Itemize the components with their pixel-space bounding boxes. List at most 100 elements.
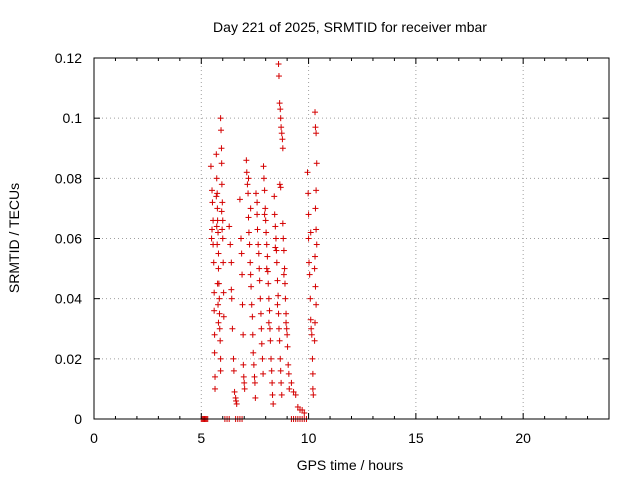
data-point (218, 181, 225, 188)
data-point (271, 193, 278, 200)
data-point (312, 283, 319, 290)
data-point (217, 115, 224, 122)
data-point (226, 223, 233, 230)
data-point (290, 388, 297, 395)
data-point (250, 349, 257, 356)
data-point (277, 184, 284, 191)
data-point (309, 385, 316, 392)
data-point (313, 241, 320, 248)
data-point (240, 373, 247, 380)
data-point (261, 211, 268, 218)
data-point (312, 253, 319, 260)
data-point (212, 385, 219, 392)
data-point (270, 400, 277, 407)
data-point (273, 247, 280, 254)
data-point (263, 241, 270, 248)
data-point (266, 325, 273, 332)
data-point (251, 373, 258, 380)
data-point (284, 331, 291, 338)
data-point (220, 289, 227, 296)
data-point (215, 301, 222, 308)
data-point (280, 235, 287, 242)
data-point (214, 217, 221, 224)
data-point (241, 379, 248, 386)
data-point (299, 406, 306, 413)
x-tick-label: 20 (515, 430, 531, 446)
data-point (254, 199, 261, 206)
data-point (288, 379, 295, 386)
gridlines (94, 58, 609, 419)
x-tick-label: 0 (90, 430, 98, 446)
x-tick-label: 10 (301, 430, 317, 446)
data-point (213, 193, 220, 200)
data-point (309, 370, 316, 377)
data-point (209, 226, 216, 233)
data-point (272, 235, 279, 242)
data-point (263, 229, 270, 236)
data-point (211, 289, 218, 296)
data-point (259, 355, 266, 362)
data-point (272, 244, 279, 251)
data-point (218, 145, 225, 152)
data-point (240, 331, 247, 338)
data-point (313, 301, 320, 308)
data-point (237, 235, 244, 242)
data-point (277, 367, 284, 374)
data-point (218, 208, 225, 215)
data-point (251, 379, 258, 386)
data-point (218, 127, 225, 134)
data-point (239, 271, 246, 278)
data-point (247, 259, 254, 266)
data-point (258, 340, 265, 347)
data-point (267, 337, 274, 344)
data-point (219, 235, 226, 242)
y-tick-label: 0.12 (55, 50, 82, 66)
data-point (261, 187, 268, 194)
data-point (276, 181, 283, 188)
data-point (264, 268, 271, 275)
data-point (308, 331, 315, 338)
data-point (313, 160, 320, 167)
data-point (249, 331, 256, 338)
data-point (220, 313, 227, 320)
data-point (214, 241, 221, 248)
data-point (249, 313, 256, 320)
data-point (281, 265, 288, 272)
data-point (254, 226, 261, 233)
data-point (278, 130, 285, 137)
data-point (304, 169, 311, 176)
x-tick-label: 15 (408, 430, 424, 446)
data-point (211, 331, 218, 338)
data-points (198, 61, 320, 422)
data-point (255, 250, 262, 257)
data-point (212, 373, 219, 380)
data-point (313, 226, 320, 233)
data-point (215, 229, 222, 236)
data-point (216, 295, 223, 302)
data-point (310, 391, 317, 398)
plot-frame (93, 57, 610, 420)
data-point (214, 205, 221, 212)
data-point (241, 385, 248, 392)
data-point (305, 190, 312, 197)
data-point (279, 136, 286, 143)
data-point (219, 199, 226, 206)
data-point (309, 355, 316, 362)
data-point (280, 247, 287, 254)
data-point (265, 295, 272, 302)
data-point (214, 280, 221, 287)
data-point (279, 220, 286, 227)
data-point (213, 223, 220, 230)
y-tick-label: 0.02 (55, 351, 82, 367)
data-point (243, 157, 250, 164)
data-point (294, 403, 301, 410)
data-point (233, 397, 240, 404)
data-point (281, 280, 288, 287)
data-point (255, 241, 262, 248)
data-point (243, 169, 250, 176)
data-point (228, 286, 235, 293)
data-point (312, 319, 319, 326)
data-point (253, 190, 260, 197)
data-point (220, 259, 227, 266)
data-point (285, 361, 292, 368)
